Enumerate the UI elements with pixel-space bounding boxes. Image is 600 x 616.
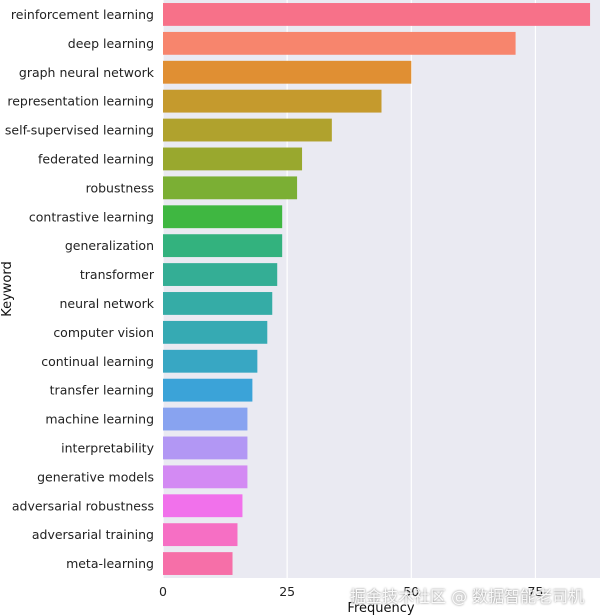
x-tick-label-0: 0	[159, 584, 167, 599]
category-label: robustness	[86, 180, 154, 195]
bar-transfer-learning	[163, 378, 253, 402]
category-label: self-supervised learning	[5, 123, 154, 138]
x-tick-label-25: 25	[279, 584, 295, 599]
bar-robustness	[163, 176, 298, 200]
bar-interpretability	[163, 436, 248, 460]
bar-neural-network	[163, 292, 273, 315]
bar-generalization	[163, 234, 283, 258]
category-label: meta-learning	[66, 556, 154, 571]
category-label: transfer learning	[50, 383, 154, 398]
bar-reinforcement-learning	[163, 3, 591, 26]
category-label: federated learning	[38, 151, 154, 166]
category-label: interpretability	[61, 440, 154, 455]
category-label: continual learning	[41, 354, 154, 369]
bar-federated-learning	[163, 147, 303, 171]
bar-representation-learning	[163, 89, 382, 113]
category-label: adversarial training	[32, 527, 154, 542]
bar-contrastive-learning	[163, 205, 283, 229]
x-tick-label-50: 50	[403, 584, 419, 599]
category-label: transformer	[80, 267, 155, 282]
bar-adversarial-training	[163, 523, 238, 547]
bar-self-supervised-learning	[163, 118, 332, 142]
category-label: adversarial robustness	[12, 498, 154, 513]
plot-area	[163, 0, 600, 578]
category-label: contrastive learning	[29, 209, 154, 224]
watermark-text: 掘金技术社区 @ 数据智能老司机	[350, 587, 585, 606]
bar-adversarial-robustness	[163, 494, 243, 518]
category-label: graph neural network	[19, 65, 155, 80]
category-label: representation learning	[7, 94, 154, 109]
bar-continual-learning	[163, 349, 258, 373]
bar-machine-learning	[163, 407, 248, 431]
bar-transformer	[163, 263, 278, 286]
x-axis-label: Frequency	[347, 601, 414, 616]
category-label: machine learning	[45, 412, 154, 427]
x-tick-labels: 0255075100125150175200	[159, 584, 543, 599]
category-label: generative models	[37, 469, 154, 484]
category-label: neural network	[59, 296, 154, 311]
category-label: reinforcement learning	[11, 7, 154, 22]
bars	[163, 3, 591, 575]
bar-deep-learning	[163, 31, 516, 55]
y-axis-label: Keyword	[0, 261, 15, 317]
category-label: computer vision	[53, 325, 154, 340]
category-label: generalization	[65, 238, 154, 253]
bar-meta-learning	[163, 552, 233, 575]
category-label: deep learning	[68, 36, 154, 51]
bar-computer-vision	[163, 320, 268, 344]
bar-generative-models	[163, 465, 248, 489]
x-tick-label-75: 75	[527, 584, 543, 599]
bar-graph-neural-network	[163, 60, 412, 84]
category-labels: reinforcement learning deep learning graph…	[5, 7, 155, 571]
